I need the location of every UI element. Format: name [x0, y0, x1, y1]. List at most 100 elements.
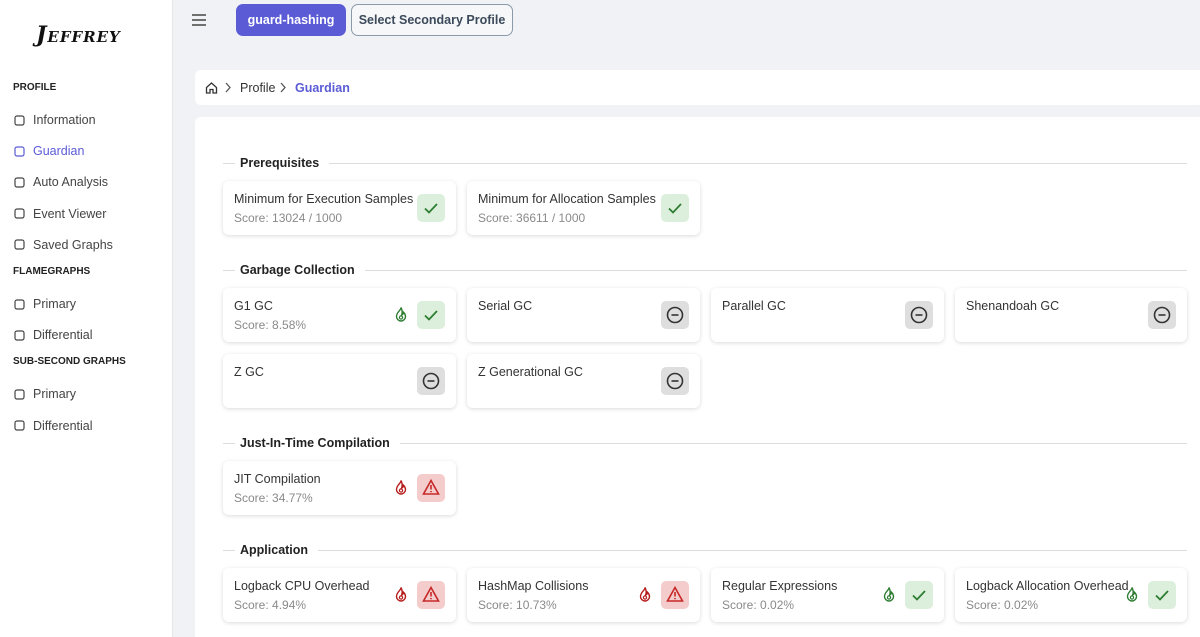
- check-card: HashMap Collisions Score: 10.73%: [467, 568, 700, 622]
- profile-button[interactable]: guard-hashing: [236, 4, 346, 36]
- divider: [399, 442, 1187, 444]
- status-icon: [661, 194, 689, 222]
- status-icon: [417, 367, 445, 395]
- check-card: Logback Allocation Overhead Score: 0.02%: [955, 568, 1187, 622]
- check-name: Parallel GC: [722, 299, 786, 313]
- status-icon: [1148, 301, 1176, 329]
- sidebar-icon: [14, 239, 25, 250]
- section-title: Prerequisites: [240, 156, 320, 170]
- impact-flame: [883, 587, 895, 602]
- sidebar-item[interactable]: Differential: [13, 328, 93, 342]
- status-icon: [661, 367, 689, 395]
- secondary-profile-button[interactable]: Select Secondary Profile: [351, 4, 513, 36]
- status-icon: [661, 581, 689, 609]
- check-card: Z GC: [223, 354, 456, 408]
- check-card: Minimum for Allocation Samples Score: 366…: [467, 181, 700, 235]
- status-glyph: [1153, 306, 1171, 324]
- logo[interactable]: Jeffrey: [36, 22, 121, 48]
- home-icon[interactable]: [205, 81, 218, 94]
- check-card: Parallel GC: [711, 288, 944, 342]
- impact-flame: [1126, 587, 1138, 602]
- divider: [223, 269, 235, 271]
- sidebar-icon: [14, 146, 25, 157]
- sidebar-item-label: Guardian: [33, 144, 85, 159]
- status-glyph: [422, 585, 440, 602]
- status-icon: [1148, 581, 1176, 609]
- status-glyph: [422, 372, 440, 390]
- separator: [280, 82, 286, 93]
- sidebar-item-label: Differential: [33, 328, 93, 343]
- status-icon: [417, 194, 445, 222]
- check-score: Score: 13024 / 1000: [234, 211, 343, 225]
- check-score: Score: 4.94%: [234, 598, 307, 612]
- check-name: Minimum for Execution Samples: [234, 192, 414, 206]
- sidebar-item[interactable]: Differential: [13, 419, 93, 433]
- section-title: Just-In-Time Compilation: [240, 436, 390, 450]
- status-glyph: [1155, 590, 1169, 601]
- divider: [223, 442, 235, 444]
- sidebar-item-label: Primary: [33, 387, 77, 402]
- breadcrumb-current: Guardian: [295, 81, 350, 95]
- check-name: Regular Expressions: [722, 579, 838, 593]
- sidebar-item[interactable]: Saved Graphs: [13, 238, 113, 252]
- impact-flame: [395, 587, 407, 602]
- check-card: Serial GC: [467, 288, 700, 342]
- status-icon: [661, 301, 689, 329]
- divider: [329, 162, 1187, 164]
- sidebar-icon: [14, 330, 25, 341]
- check-card: Logback CPU Overhead Score: 4.94%: [223, 568, 456, 622]
- sidebar-item-label: Auto Analysis: [33, 175, 109, 190]
- status-icon: [905, 301, 933, 329]
- check-name: HashMap Collisions: [478, 579, 589, 593]
- check-name: JIT Compilation: [234, 472, 321, 486]
- status-glyph: [912, 590, 926, 601]
- sidebar: Jeffrey PROFILE Information Guardian Auto A…: [0, 0, 173, 637]
- check-name: Z GC: [234, 365, 264, 379]
- status-glyph: [422, 478, 440, 495]
- sidebar-icon: [14, 389, 25, 400]
- check-name: Serial GC: [478, 299, 533, 313]
- sidebar-group-title: SUB-SECOND GRAPHS: [13, 356, 126, 368]
- status-glyph: [666, 372, 684, 390]
- divider: [223, 549, 235, 551]
- check-name: Minimum for Allocation Samples: [478, 192, 656, 206]
- sidebar-item[interactable]: Guardian: [13, 144, 84, 158]
- separator: [225, 82, 231, 93]
- breadcrumb-link[interactable]: Profile: [240, 81, 276, 95]
- status-glyph: [666, 585, 684, 602]
- status-icon: [905, 581, 933, 609]
- sidebar-icon: [14, 208, 25, 219]
- menu-icon[interactable]: [191, 12, 207, 28]
- check-score: Score: 36611 / 1000: [478, 211, 586, 225]
- impact-flame: [395, 307, 407, 322]
- divider: [318, 549, 1187, 551]
- divider: [223, 162, 235, 164]
- status-glyph: [424, 203, 438, 214]
- sidebar-item[interactable]: Event Viewer: [13, 207, 106, 221]
- status-icon: [417, 581, 445, 609]
- section-title: Garbage Collection: [240, 263, 355, 277]
- sidebar-item-label: Information: [33, 113, 96, 127]
- sidebar-icon: [14, 177, 25, 188]
- status-glyph: [668, 203, 682, 214]
- check-score: Score: 10.73%: [478, 598, 557, 612]
- check-card: JIT Compilation Score: 34.77%: [223, 461, 456, 515]
- sidebar-item[interactable]: Primary: [13, 297, 76, 311]
- sidebar-item[interactable]: Primary: [13, 387, 76, 401]
- sidebar-item-label: Saved Graphs: [33, 237, 113, 252]
- sidebar-item[interactable]: Information: [13, 113, 96, 127]
- status-icon: [417, 301, 445, 329]
- divider: [364, 269, 1187, 271]
- check-score: Score: 0.02%: [966, 598, 1039, 612]
- check-card: Regular Expressions Score: 0.02%: [711, 568, 944, 622]
- sidebar-item-label: Event Viewer: [33, 206, 107, 221]
- sidebar-group-title: PROFILE: [13, 82, 57, 93]
- sidebar-item[interactable]: Auto Analysis: [13, 175, 108, 189]
- check-name: Logback CPU Overhead: [234, 579, 370, 593]
- check-score: Score: 34.77%: [234, 491, 313, 505]
- check-card: Z Generational GC: [467, 354, 700, 408]
- breadcrumb-bar: Profile Guardian: [195, 70, 1200, 105]
- status-icon: [417, 474, 445, 502]
- check-name: Z Generational GC: [478, 365, 583, 379]
